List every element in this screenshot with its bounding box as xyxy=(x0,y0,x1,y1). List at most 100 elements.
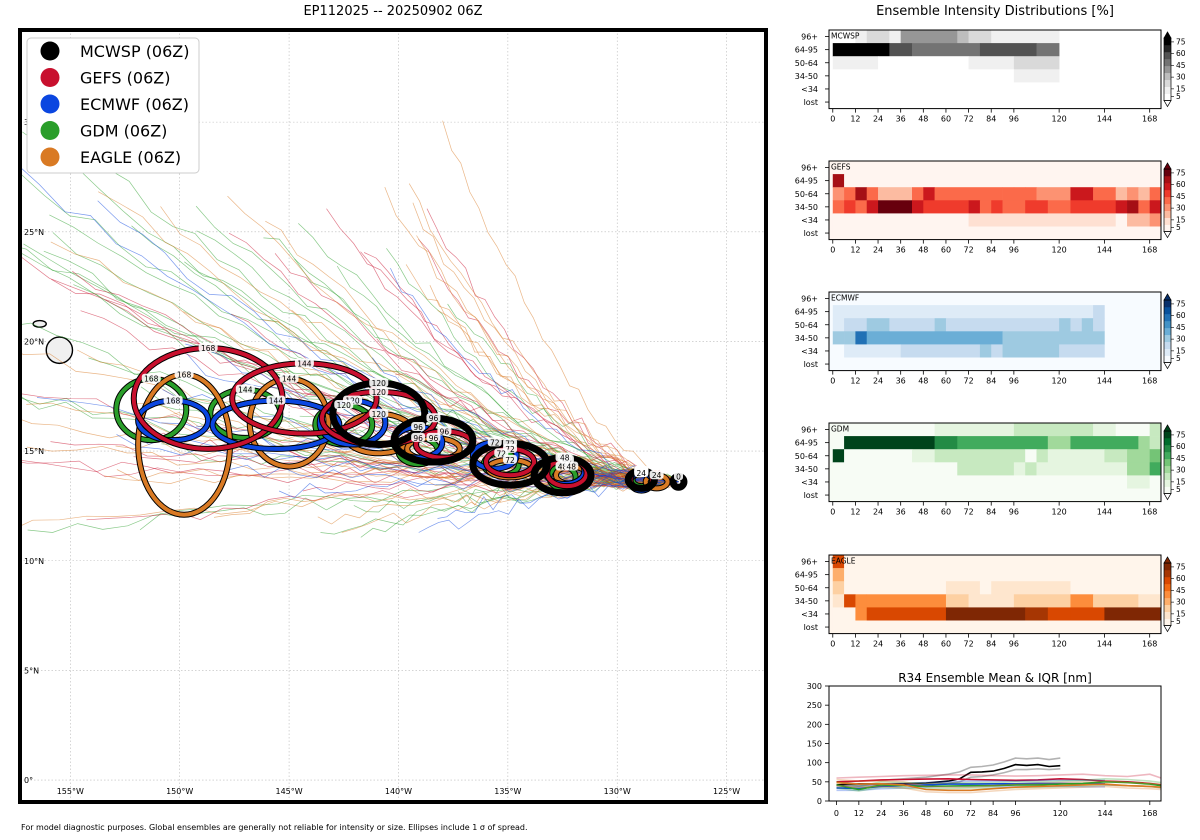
r34-x-tick-label: 12 xyxy=(854,809,864,818)
r34-x-tick-label: 48 xyxy=(921,809,931,818)
x-tick-label: 84 xyxy=(986,246,996,255)
intensity-cell xyxy=(855,331,868,345)
colorbar-tick-label: 45 xyxy=(1176,586,1186,595)
lon-label: 145°W xyxy=(275,787,302,796)
intensity-cell xyxy=(1093,318,1105,332)
x-tick-label: 0 xyxy=(830,640,835,649)
intensity-cell xyxy=(1127,200,1139,214)
intensity-cell xyxy=(957,462,1015,476)
colorbar-min-arrow xyxy=(1163,625,1172,633)
hour-label-box xyxy=(198,343,218,353)
intensity-cell xyxy=(1002,305,1026,319)
r34-mean-line xyxy=(836,781,1162,792)
intensity-cell xyxy=(1036,449,1049,463)
intensity-row-label: 96+ xyxy=(801,426,818,435)
intensity-row-label: 96+ xyxy=(801,295,818,304)
intensity-cell xyxy=(1025,200,1049,214)
intensity-row-label: 96+ xyxy=(801,558,818,567)
x-tick-label: 120 xyxy=(1051,377,1066,386)
hour-label: 24 xyxy=(637,469,647,478)
intensity-cell xyxy=(1115,423,1150,437)
x-tick-label: 144 xyxy=(1097,377,1112,386)
colorbar-segment xyxy=(1164,51,1171,60)
intensity-row-label: lost xyxy=(804,229,818,238)
hour-label-box xyxy=(411,421,426,431)
x-tick-label: 72 xyxy=(963,640,973,649)
hour-label-box xyxy=(426,413,441,423)
colorbar-segment xyxy=(1164,313,1171,322)
intensity-cell xyxy=(1149,213,1162,227)
colorbar-segment xyxy=(1164,576,1171,585)
intensity-cell xyxy=(1070,200,1105,214)
colorbar-segment xyxy=(1164,72,1171,81)
x-tick-label: 12 xyxy=(850,246,860,255)
intensity-cell xyxy=(1081,318,1094,332)
intensity-cell xyxy=(832,187,845,201)
intensity-cell xyxy=(1002,200,1026,214)
colorbar-segment xyxy=(1164,355,1171,363)
intensity-cell xyxy=(855,187,868,201)
intensity-cell xyxy=(945,607,1026,621)
intensity-row-label: 64-95 xyxy=(795,46,818,55)
intensity-panels: 96+ 64-95 50-64 34-50 <34 lost MCWSP 0 12 24 36 48 6… xyxy=(795,29,1186,818)
intensity-cell xyxy=(1149,423,1162,437)
intensity-cell xyxy=(934,305,1003,319)
intensity-cell xyxy=(1059,318,1071,332)
hour-label: 144 xyxy=(269,397,284,406)
intensity-cell xyxy=(889,318,935,332)
intensity-cell xyxy=(832,449,845,463)
intensity-cell xyxy=(957,436,1049,450)
hour-label-box xyxy=(279,373,299,383)
intensity-row-label: <34 xyxy=(801,347,818,356)
intensity-cell xyxy=(934,318,947,332)
r34-iqr-high-line xyxy=(836,778,1162,788)
hour-label: 72 xyxy=(505,456,515,465)
ensemble-track xyxy=(326,208,679,483)
intensity-cell xyxy=(968,200,981,214)
intensity-cell xyxy=(878,200,913,214)
colorbar-tick-label: 5 xyxy=(1176,92,1181,101)
intensity-cell xyxy=(991,30,1015,44)
x-tick-label: 60 xyxy=(941,640,951,649)
r34-chart: R34 Ensemble Mean & IQR [nm] 0 50 100 150 200… xyxy=(807,671,1162,818)
colorbar-tick-label: 15 xyxy=(1176,477,1186,486)
intensity-cell xyxy=(866,594,947,608)
intensity-row-label: 34-50 xyxy=(795,72,818,81)
intensity-cell xyxy=(1047,607,1071,621)
x-tick-label: 144 xyxy=(1097,508,1112,517)
x-tick-label: 96 xyxy=(1009,246,1019,255)
intensity-cell xyxy=(1025,187,1037,201)
intensity-cell xyxy=(844,344,901,358)
r34-x-tick-label: 24 xyxy=(876,809,886,818)
colorbar-tick-label: 30 xyxy=(1176,335,1186,344)
map-title: EP112025 -- 20250902 06Z xyxy=(303,4,483,19)
intensity-cell xyxy=(1138,187,1150,201)
colorbar-tick-label: 75 xyxy=(1176,430,1186,439)
intensity-cell xyxy=(1025,449,1037,463)
r34-y-tick-label: 150 xyxy=(807,740,822,749)
intensity-row-label: 64-95 xyxy=(795,439,818,448)
intensity-cell xyxy=(923,187,935,201)
panel-model-label: ECMWF xyxy=(831,294,859,303)
intensity-cell xyxy=(832,43,890,57)
r34-title: R34 Ensemble Mean & IQR [nm] xyxy=(898,671,1092,685)
intensity-cell xyxy=(934,187,1003,201)
r34-y-tick-label: 300 xyxy=(807,682,822,691)
hour-label-box xyxy=(634,468,649,478)
lat-label: 25°N xyxy=(24,228,44,237)
x-tick-label: 24 xyxy=(873,508,883,517)
x-tick-label: 144 xyxy=(1097,640,1112,649)
panel-model-label: MCWSP xyxy=(831,32,860,41)
intensity-cell xyxy=(832,607,856,621)
colorbar-segment xyxy=(1164,569,1171,578)
intensity-cell xyxy=(991,581,1071,595)
colorbar-tick-label: 60 xyxy=(1176,180,1186,189)
legend-box xyxy=(26,37,200,174)
hour-label-box xyxy=(503,454,518,464)
colorbar-segment xyxy=(1164,58,1171,67)
intensity-cell xyxy=(866,331,890,345)
gdm-intensity-panel: 96+ 64-95 50-64 34-50 <34 lost GDM 0 12 24 36 48 60 7… xyxy=(795,422,1186,517)
x-tick-label: 36 xyxy=(896,115,906,124)
colorbar-tick-label: 5 xyxy=(1176,354,1181,363)
intensity-cell xyxy=(979,43,1037,57)
